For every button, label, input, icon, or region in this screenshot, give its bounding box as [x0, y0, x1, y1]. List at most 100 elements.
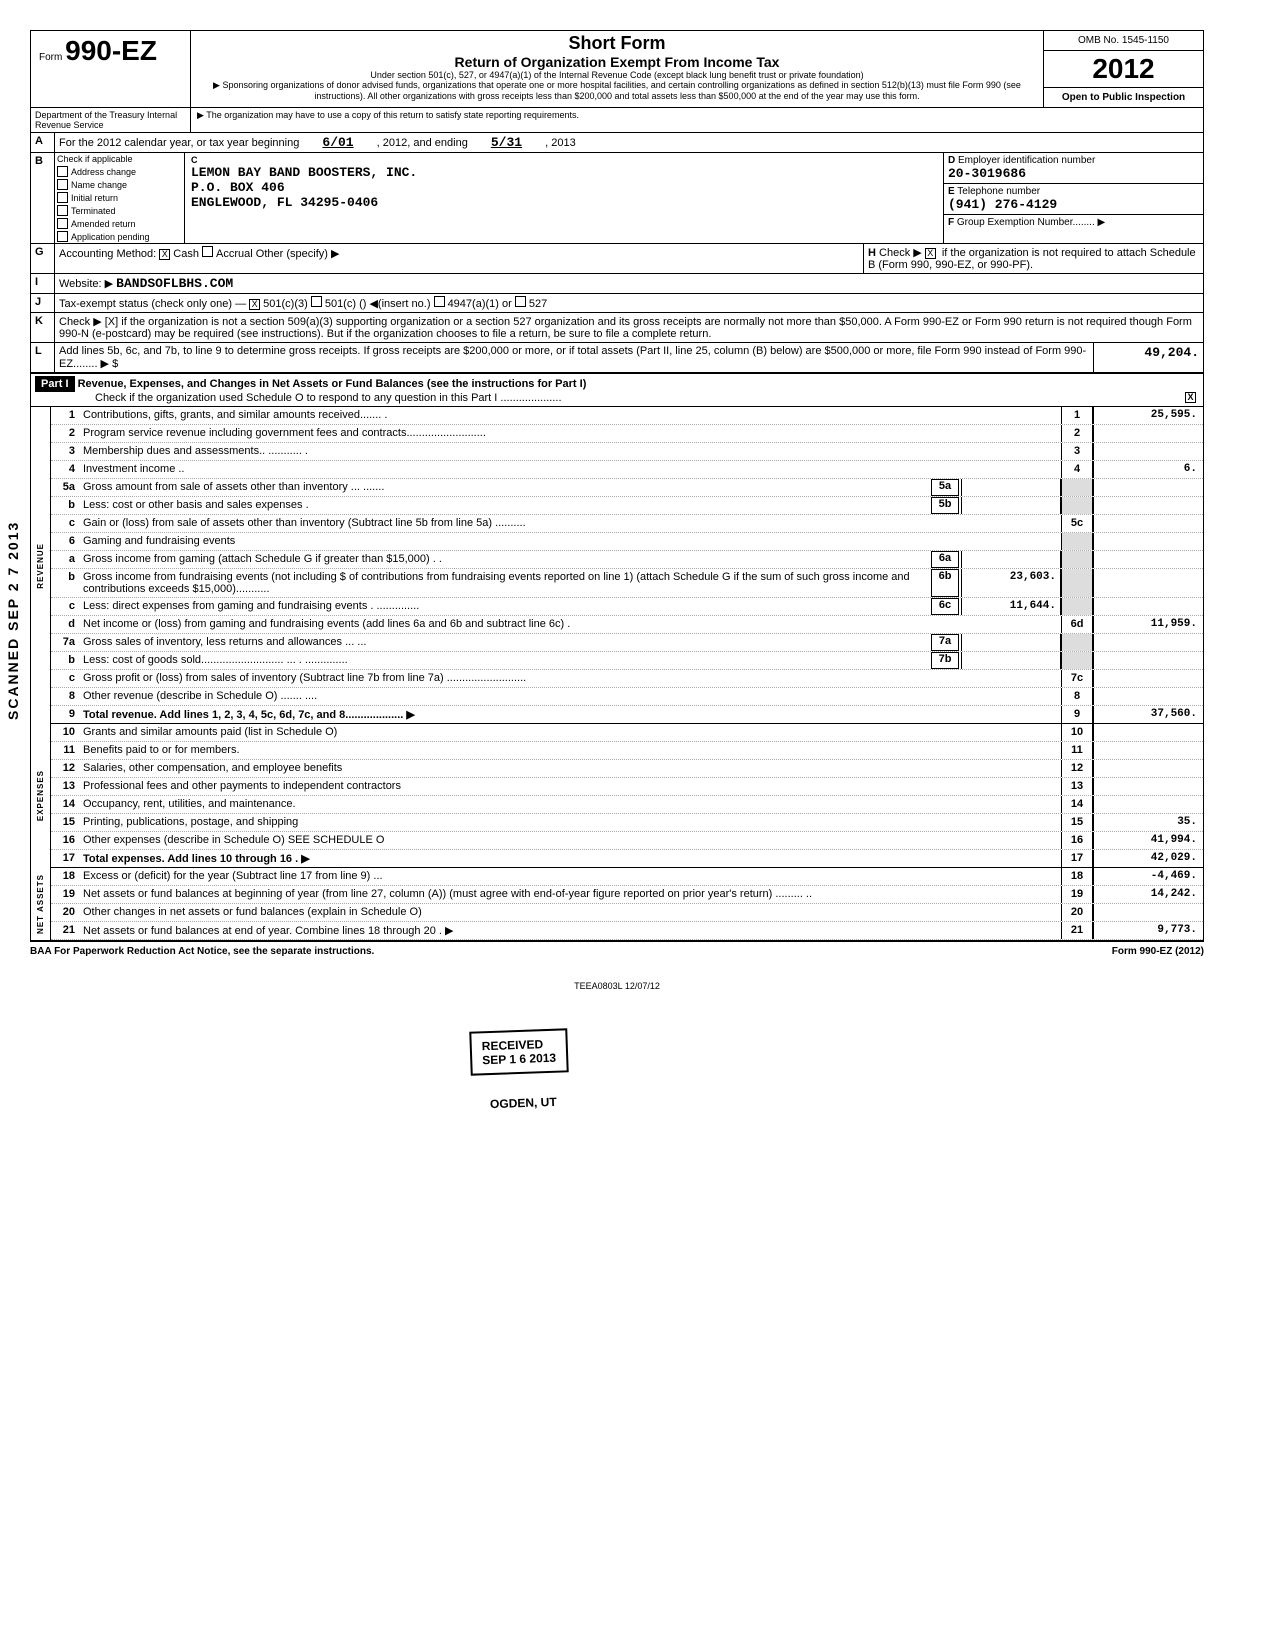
amt-20 [1093, 904, 1203, 921]
line-18: Excess or (deficit) for the year (Subtra… [79, 868, 1061, 885]
org-addr1: P.O. BOX 406 [191, 180, 937, 195]
line-6a: Gross income from gaming (attach Schedul… [79, 551, 929, 568]
amt-9: 37,560. [1093, 706, 1203, 723]
amt-6d: 11,959. [1093, 616, 1203, 633]
footer-code: TEEA0803L 12/07/12 [30, 981, 1204, 991]
amt-16: 41,994. [1093, 832, 1203, 849]
title-note1: ▶ Sponsoring organizations of donor advi… [197, 80, 1037, 101]
label-k: K [31, 313, 55, 342]
form-header: Form 990-EZ Short Form Return of Organiz… [30, 30, 1204, 108]
amt-7c [1093, 670, 1203, 687]
phone: (941) 276-4129 [948, 197, 1057, 212]
line-2: Program service revenue including govern… [79, 425, 1061, 442]
line-i: Website: ▶ BANDSOFLBHS.COM [55, 274, 1203, 293]
omb-number: OMB No. 1545-1150 [1044, 31, 1203, 51]
chk-pending[interactable] [57, 231, 68, 242]
amt-11 [1093, 742, 1203, 759]
open-public: Open to Public Inspection [1044, 88, 1203, 107]
amt-8 [1093, 688, 1203, 705]
line-g: Accounting Method: XCash Accrual Other (… [55, 244, 863, 273]
amt-21: 9,773. [1093, 922, 1203, 939]
line-5b: Less: cost or other basis and sales expe… [79, 497, 929, 514]
line-k: Check ▶ [X] if the organization is not a… [55, 313, 1203, 342]
scanned-stamp: SCANNED SEP 2 7 2013 [5, 521, 21, 720]
line-h: H Check ▶ X if the organization is not r… [863, 244, 1203, 273]
org-name: LEMON BAY BAND BOOSTERS, INC. [191, 165, 937, 180]
line-6: Gaming and fundraising events [79, 533, 1061, 550]
line-l: Add lines 5b, 6c, and 7b, to line 9 to d… [55, 343, 1093, 372]
line-9: Total revenue. Add lines 1, 2, 3, 4, 5c,… [79, 706, 1061, 723]
amt-5c [1093, 515, 1203, 532]
chk-initial-return[interactable] [57, 192, 68, 203]
amt-18: -4,469. [1093, 868, 1203, 885]
title-short-form: Short Form [197, 33, 1037, 54]
val-7b [961, 652, 1061, 669]
amt-14 [1093, 796, 1203, 813]
ein: 20-3019686 [948, 166, 1026, 181]
ogden-stamp: OGDEN, UT [480, 1088, 568, 1117]
chk-527[interactable] [515, 296, 526, 307]
chk-schedule-b[interactable]: X [925, 248, 936, 259]
line-6d: Net income or (loss) from gaming and fun… [79, 616, 1061, 633]
label-g: G [31, 244, 55, 273]
expenses-side: EXPENSES [31, 724, 51, 868]
line-3: Membership dues and assessments.. ......… [79, 443, 1061, 460]
revenue-side: REVENUE [31, 407, 51, 724]
label-l: L [31, 343, 55, 372]
amt-10 [1093, 724, 1203, 741]
line-16: Other expenses (describe in Schedule O) … [79, 832, 1061, 849]
chk-schedule-o[interactable]: X [1185, 392, 1196, 403]
line-10: Grants and similar amounts paid (list in… [79, 724, 1061, 741]
department: Department of the Treasury Internal Reve… [31, 108, 191, 132]
title-section: Under section 501(c), 527, or 4947(a)(1)… [197, 70, 1037, 80]
amt-15: 35. [1093, 814, 1203, 831]
line-6b: Gross income from fundraising events (no… [79, 569, 929, 597]
reporting-note: ▶ The organization may have to use a cop… [191, 108, 1203, 132]
line-1: Contributions, gifts, grants, and simila… [79, 407, 1061, 424]
form-number: Form 990-EZ [39, 35, 182, 67]
val-5b [961, 497, 1061, 514]
line-13: Professional fees and other payments to … [79, 778, 1061, 795]
chk-terminated[interactable] [57, 205, 68, 216]
line-a: For the 2012 calendar year, or tax year … [55, 133, 1203, 152]
amt-4: 6. [1093, 461, 1203, 478]
chk-address-change[interactable] [57, 166, 68, 177]
label-b: B [31, 153, 55, 243]
amt-1: 25,595. [1093, 407, 1203, 424]
line-7a: Gross sales of inventory, less returns a… [79, 634, 929, 651]
check-applicable: Check if applicable Address change Name … [55, 153, 185, 243]
label-j: J [31, 294, 55, 312]
line-21: Net assets or fund balances at end of ye… [79, 922, 1061, 939]
amt-17: 42,029. [1093, 850, 1203, 867]
val-6c: 11,644. [961, 598, 1061, 615]
chk-4947[interactable] [434, 296, 445, 307]
line-17: Total expenses. Add lines 10 through 16 … [79, 850, 1061, 867]
line-8: Other revenue (describe in Schedule O) .… [79, 688, 1061, 705]
line-12: Salaries, other compensation, and employ… [79, 760, 1061, 777]
line-6c: Less: direct expenses from gaming and fu… [79, 598, 929, 615]
chk-accrual[interactable] [202, 246, 213, 257]
chk-501c[interactable] [311, 296, 322, 307]
tax-year: 2012 [1044, 51, 1203, 88]
amt-19: 14,242. [1093, 886, 1203, 903]
amt-13 [1093, 778, 1203, 795]
line-l-amount: 49,204. [1093, 343, 1203, 372]
chk-name-change[interactable] [57, 179, 68, 190]
website: BANDSOFLBHS.COM [116, 276, 233, 291]
part1-header: Part I Revenue, Expenses, and Changes in… [30, 373, 1204, 407]
amt-3 [1093, 443, 1203, 460]
amt-12 [1093, 760, 1203, 777]
line-4: Investment income .. [79, 461, 1061, 478]
chk-501c3[interactable]: X [249, 299, 260, 310]
section-c: C LEMON BAY BAND BOOSTERS, INC. P.O. BOX… [185, 153, 943, 243]
line-7c: Gross profit or (loss) from sales of inv… [79, 670, 1061, 687]
label-i: I [31, 274, 55, 293]
amt-2 [1093, 425, 1203, 442]
chk-cash[interactable]: X [159, 249, 170, 260]
line-5c: Gain or (loss) from sale of assets other… [79, 515, 1061, 532]
line-7b: Less: cost of goods sold................… [79, 652, 929, 669]
line-15: Printing, publications, postage, and shi… [79, 814, 1061, 831]
chk-amended[interactable] [57, 218, 68, 229]
line-5a: Gross amount from sale of assets other t… [79, 479, 929, 496]
line-j: Tax-exempt status (check only one) — X50… [55, 294, 1203, 312]
